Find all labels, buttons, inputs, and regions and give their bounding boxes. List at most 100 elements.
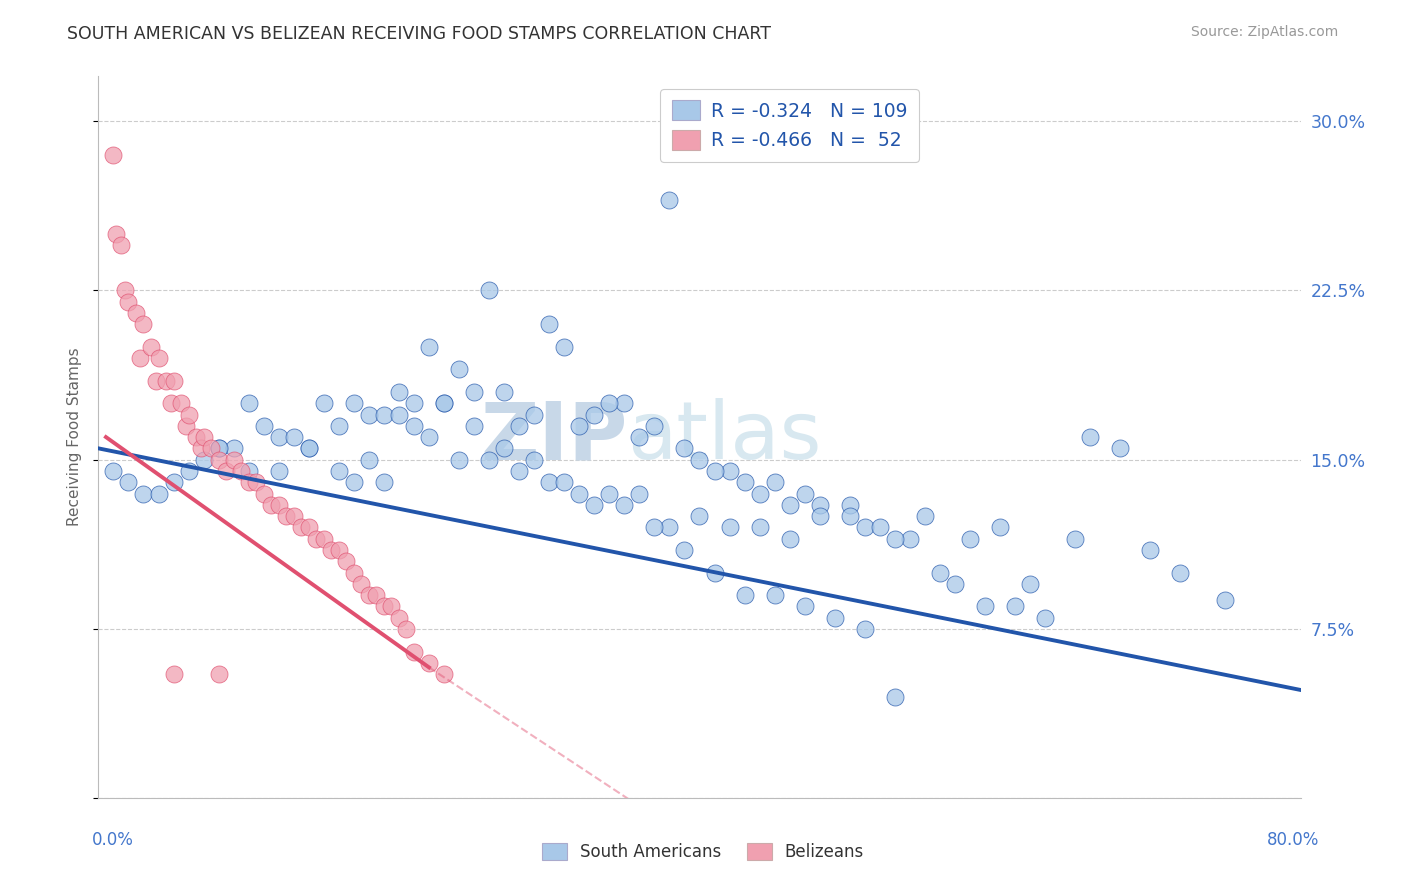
Point — [1170, 566, 1192, 580]
Point — [538, 475, 561, 490]
Point — [628, 430, 651, 444]
Point — [298, 442, 321, 456]
Point — [380, 599, 402, 614]
Point — [959, 532, 981, 546]
Point — [402, 396, 425, 410]
Point — [643, 418, 665, 433]
Point — [1139, 543, 1161, 558]
Point — [105, 227, 128, 241]
Point — [508, 418, 530, 433]
Point — [943, 577, 966, 591]
Point — [929, 566, 952, 580]
Point — [253, 486, 276, 500]
Point — [283, 430, 305, 444]
Point — [523, 452, 546, 467]
Point — [298, 442, 321, 456]
Point — [388, 384, 411, 399]
Point — [433, 667, 456, 681]
Point — [853, 622, 876, 636]
Point — [253, 418, 276, 433]
Point — [373, 475, 395, 490]
Point — [139, 340, 162, 354]
Point — [200, 442, 222, 456]
Point — [366, 588, 388, 602]
Point — [193, 452, 215, 467]
Point — [238, 475, 260, 490]
Point — [321, 543, 343, 558]
Point — [613, 396, 636, 410]
Point — [869, 520, 891, 534]
Point — [703, 566, 725, 580]
Point — [328, 543, 350, 558]
Legend: R = -0.324   N = 109, R = -0.466   N =  52: R = -0.324 N = 109, R = -0.466 N = 52 — [661, 89, 920, 161]
Point — [343, 475, 366, 490]
Point — [1064, 532, 1087, 546]
Point — [305, 532, 328, 546]
Point — [283, 509, 305, 524]
Point — [808, 498, 831, 512]
Point — [418, 340, 440, 354]
Point — [395, 622, 418, 636]
Point — [373, 599, 395, 614]
Text: 80.0%: 80.0% — [1267, 831, 1319, 849]
Point — [734, 475, 756, 490]
Point — [388, 610, 411, 624]
Point — [478, 283, 501, 297]
Point — [628, 486, 651, 500]
Point — [117, 294, 139, 309]
Point — [523, 408, 546, 422]
Point — [643, 520, 665, 534]
Point — [763, 588, 786, 602]
Point — [276, 509, 298, 524]
Text: atlas: atlas — [627, 398, 821, 476]
Point — [357, 408, 380, 422]
Point — [763, 475, 786, 490]
Point — [343, 566, 366, 580]
Point — [779, 532, 801, 546]
Legend: South Americans, Belizeans: South Americans, Belizeans — [536, 836, 870, 868]
Point — [494, 442, 516, 456]
Point — [658, 193, 681, 207]
Point — [553, 475, 575, 490]
Point — [129, 351, 152, 365]
Point — [162, 374, 184, 388]
Point — [433, 396, 456, 410]
Point — [148, 351, 170, 365]
Point — [883, 532, 905, 546]
Point — [208, 442, 231, 456]
Point — [357, 452, 380, 467]
Point — [245, 475, 267, 490]
Point — [148, 486, 170, 500]
Point — [898, 532, 921, 546]
Point — [117, 475, 139, 490]
Point — [193, 430, 215, 444]
Point — [1215, 592, 1237, 607]
Point — [132, 486, 155, 500]
Point — [463, 384, 485, 399]
Point — [853, 520, 876, 534]
Point — [793, 599, 815, 614]
Point — [1004, 599, 1026, 614]
Point — [883, 690, 905, 704]
Point — [174, 418, 197, 433]
Point — [583, 408, 606, 422]
Point — [159, 396, 181, 410]
Point — [553, 340, 575, 354]
Point — [208, 452, 231, 467]
Point — [357, 588, 380, 602]
Point — [673, 442, 696, 456]
Point — [222, 442, 245, 456]
Point — [1109, 442, 1132, 456]
Point — [494, 384, 516, 399]
Point — [718, 464, 741, 478]
Point — [447, 452, 470, 467]
Point — [793, 486, 815, 500]
Point — [298, 520, 321, 534]
Point — [350, 577, 373, 591]
Point — [190, 442, 212, 456]
Point — [155, 374, 177, 388]
Point — [838, 509, 860, 524]
Point — [177, 408, 200, 422]
Point — [402, 418, 425, 433]
Point — [779, 498, 801, 512]
